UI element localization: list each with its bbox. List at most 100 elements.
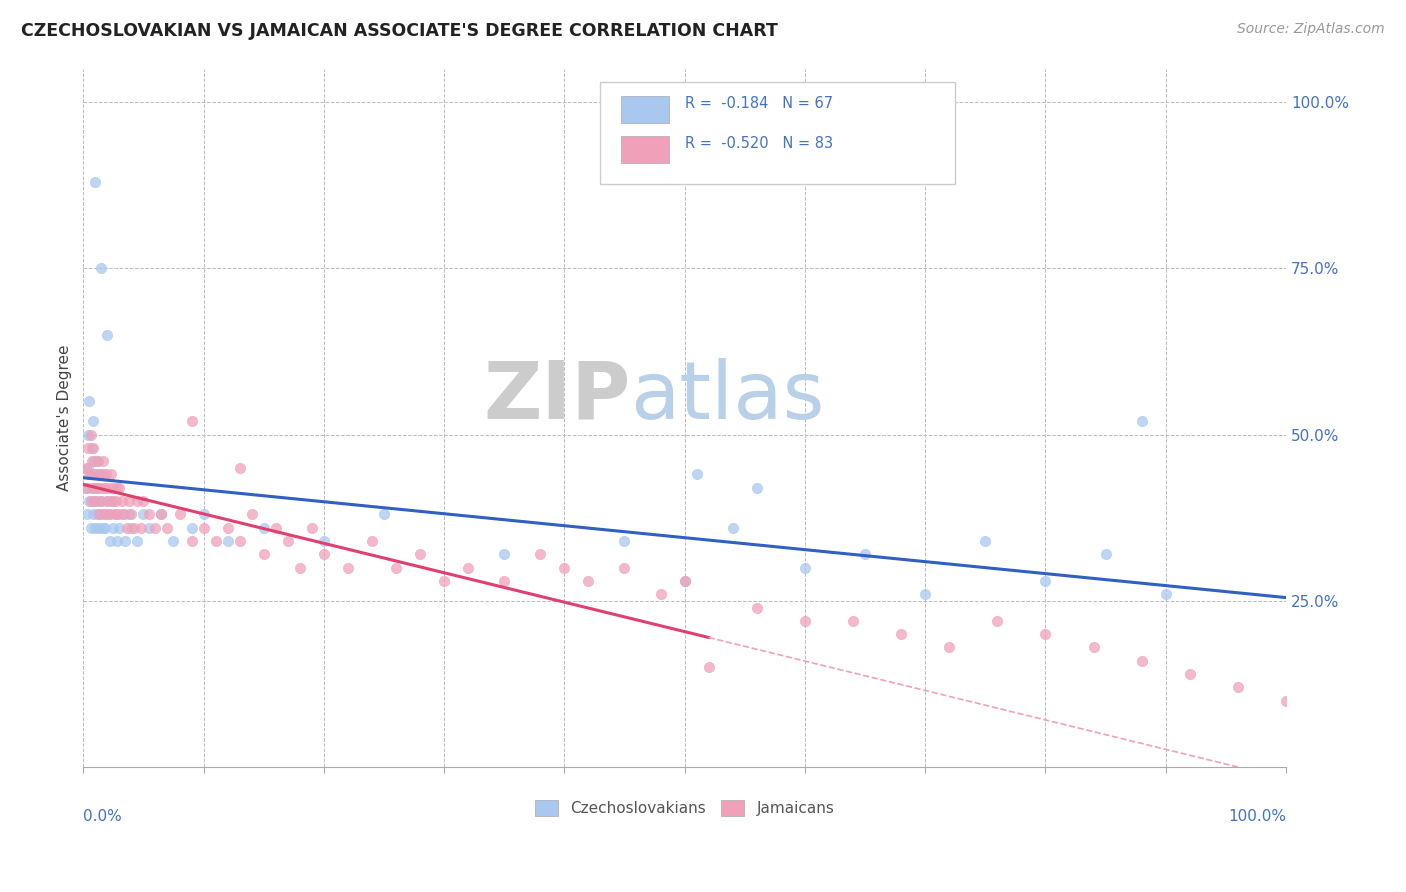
- Point: [101, 494, 124, 508]
- Point: [361, 534, 384, 549]
- Point: [96, 494, 118, 508]
- Point: [193, 521, 215, 535]
- Point: [122, 521, 145, 535]
- Point: [613, 560, 636, 574]
- Point: [84, 175, 107, 189]
- Point: [103, 481, 125, 495]
- Point: [97, 481, 120, 495]
- Point: [169, 508, 191, 522]
- Point: [1094, 547, 1116, 561]
- Point: [745, 481, 768, 495]
- Point: [79, 494, 101, 508]
- Point: [1035, 627, 1057, 641]
- Point: [84, 521, 107, 535]
- Text: ZIP: ZIP: [484, 358, 630, 436]
- Point: [685, 467, 707, 482]
- Point: [228, 460, 250, 475]
- Point: [79, 494, 101, 508]
- Point: [336, 560, 359, 574]
- Point: [793, 614, 815, 628]
- Point: [986, 614, 1008, 628]
- Point: [103, 521, 125, 535]
- Point: [86, 467, 108, 482]
- Point: [77, 460, 100, 475]
- Point: [650, 587, 672, 601]
- Point: [87, 454, 110, 468]
- Point: [914, 587, 936, 601]
- Point: [312, 547, 335, 561]
- Point: [301, 521, 323, 535]
- Point: [114, 534, 136, 549]
- Point: [96, 494, 118, 508]
- Point: [91, 521, 114, 535]
- Point: [89, 481, 111, 495]
- Point: [288, 560, 311, 574]
- Point: [104, 494, 127, 508]
- Point: [373, 508, 395, 522]
- Text: Source: ZipAtlas.com: Source: ZipAtlas.com: [1237, 22, 1385, 37]
- Y-axis label: Associate's Degree: Associate's Degree: [58, 344, 72, 491]
- Text: 100.0%: 100.0%: [1227, 809, 1286, 824]
- Point: [312, 534, 335, 549]
- Point: [112, 508, 135, 522]
- Point: [108, 521, 131, 535]
- Point: [86, 454, 108, 468]
- Point: [217, 534, 239, 549]
- Point: [101, 494, 124, 508]
- Bar: [621, 136, 669, 163]
- Point: [89, 467, 111, 482]
- Point: [75, 460, 97, 475]
- Text: CZECHOSLOVAKIAN VS JAMAICAN ASSOCIATE'S DEGREE CORRELATION CHART: CZECHOSLOVAKIAN VS JAMAICAN ASSOCIATE'S …: [21, 22, 778, 40]
- Point: [162, 534, 184, 549]
- Point: [111, 508, 134, 522]
- Point: [75, 481, 97, 495]
- Point: [94, 467, 117, 482]
- Point: [115, 521, 138, 535]
- Point: [120, 508, 142, 522]
- Point: [156, 521, 179, 535]
- Text: R =  -0.520   N = 83: R = -0.520 N = 83: [685, 136, 832, 151]
- Point: [129, 521, 152, 535]
- Point: [93, 508, 115, 522]
- Point: [494, 547, 516, 561]
- Point: [745, 600, 768, 615]
- Point: [76, 508, 98, 522]
- Point: [80, 441, 103, 455]
- Point: [974, 534, 997, 549]
- Point: [91, 467, 114, 482]
- Point: [76, 481, 98, 495]
- Point: [84, 494, 107, 508]
- Point: [87, 521, 110, 535]
- Point: [82, 508, 104, 522]
- Point: [98, 508, 121, 522]
- Point: [100, 467, 122, 482]
- Point: [104, 508, 127, 522]
- Point: [94, 481, 117, 495]
- Point: [108, 481, 131, 495]
- Point: [150, 508, 173, 522]
- Point: [82, 481, 104, 495]
- Point: [529, 547, 551, 561]
- Point: [79, 467, 101, 482]
- Point: [79, 521, 101, 535]
- Text: atlas: atlas: [630, 358, 825, 436]
- Point: [433, 574, 456, 588]
- Point: [89, 508, 111, 522]
- Point: [77, 441, 100, 455]
- Point: [79, 467, 101, 482]
- Point: [1130, 654, 1153, 668]
- Point: [217, 521, 239, 535]
- Point: [721, 521, 744, 535]
- Point: [1178, 667, 1201, 681]
- Legend: Czechoslovakians, Jamaicans: Czechoslovakians, Jamaicans: [529, 794, 841, 822]
- Point: [385, 560, 408, 574]
- Point: [673, 574, 696, 588]
- Point: [83, 454, 105, 468]
- Point: [80, 454, 103, 468]
- Point: [180, 414, 202, 428]
- Point: [91, 454, 114, 468]
- Point: [94, 508, 117, 522]
- Point: [1035, 574, 1057, 588]
- Point: [673, 574, 696, 588]
- Point: [1154, 587, 1177, 601]
